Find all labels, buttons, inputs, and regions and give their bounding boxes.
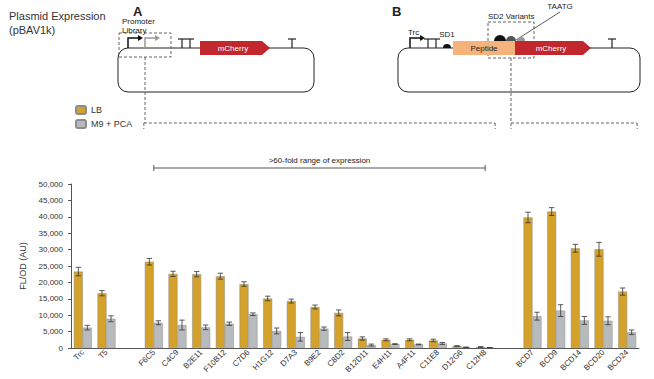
svg-text:BCD14: BCD14 bbox=[558, 347, 583, 372]
svg-text:BCD9: BCD9 bbox=[538, 347, 560, 369]
svg-text:BCD24: BCD24 bbox=[606, 347, 631, 372]
svg-text:20,000: 20,000 bbox=[39, 278, 64, 287]
svg-text:15,000: 15,000 bbox=[39, 294, 64, 303]
svg-text:A: A bbox=[133, 3, 143, 19]
svg-text:C12H8: C12H8 bbox=[464, 347, 488, 371]
svg-text:B12D11: B12D11 bbox=[344, 347, 371, 374]
svg-text:30,000: 30,000 bbox=[39, 245, 64, 254]
svg-text:M9 + PCA: M9 + PCA bbox=[91, 119, 132, 129]
svg-text:45,000: 45,000 bbox=[39, 196, 64, 205]
svg-text:>60-fold range of expression: >60-fold range of expression bbox=[269, 156, 371, 165]
svg-text:C8D2: C8D2 bbox=[326, 347, 347, 368]
svg-text:B2E11: B2E11 bbox=[181, 347, 205, 371]
svg-text:F10B12: F10B12 bbox=[202, 347, 229, 374]
svg-text:5,000: 5,000 bbox=[43, 327, 64, 336]
svg-text:B: B bbox=[392, 4, 401, 19]
svg-text:C7D6: C7D6 bbox=[231, 347, 252, 368]
svg-text:LB: LB bbox=[91, 105, 102, 115]
svg-text:C11E8: C11E8 bbox=[418, 347, 442, 371]
svg-text:Plasmid Expression: Plasmid Expression bbox=[9, 10, 106, 22]
svg-text:E4H11: E4H11 bbox=[370, 347, 394, 371]
svg-text:D12G6: D12G6 bbox=[440, 347, 465, 372]
svg-text:Trc: Trc bbox=[72, 348, 86, 362]
svg-text:40,000: 40,000 bbox=[39, 212, 64, 221]
svg-text:mCherry: mCherry bbox=[218, 44, 249, 53]
svg-text:0: 0 bbox=[59, 344, 64, 353]
svg-text:35,000: 35,000 bbox=[39, 229, 64, 238]
svg-text:D7A3: D7A3 bbox=[279, 347, 300, 368]
svg-text:Promoter: Promoter bbox=[122, 17, 155, 26]
svg-text:SD1: SD1 bbox=[439, 30, 455, 39]
svg-text:10,000: 10,000 bbox=[39, 311, 64, 320]
svg-text:C4C9: C4C9 bbox=[160, 347, 181, 368]
svg-text:BCD7: BCD7 bbox=[514, 347, 536, 369]
svg-text:Library: Library bbox=[122, 26, 146, 35]
svg-text:TAATG: TAATG bbox=[547, 2, 572, 11]
svg-text:SD2 Variants: SD2 Variants bbox=[488, 12, 535, 21]
svg-text:A4F11: A4F11 bbox=[395, 347, 418, 370]
svg-text:F6C5: F6C5 bbox=[137, 347, 158, 368]
svg-text:B9E2: B9E2 bbox=[302, 347, 323, 368]
svg-text:H1G12: H1G12 bbox=[251, 347, 276, 372]
svg-text:BCD20: BCD20 bbox=[582, 347, 607, 372]
svg-text:(pBAV1k): (pBAV1k) bbox=[9, 24, 55, 36]
svg-text:FL/OD (AU): FL/OD (AU) bbox=[18, 242, 28, 290]
svg-text:mCherry: mCherry bbox=[536, 44, 567, 53]
svg-text:Trc: Trc bbox=[408, 28, 419, 37]
svg-text:50,000: 50,000 bbox=[39, 180, 64, 189]
svg-text:25,000: 25,000 bbox=[39, 262, 64, 271]
svg-text:Peptide: Peptide bbox=[470, 44, 498, 53]
svg-text:T5: T5 bbox=[97, 347, 110, 360]
